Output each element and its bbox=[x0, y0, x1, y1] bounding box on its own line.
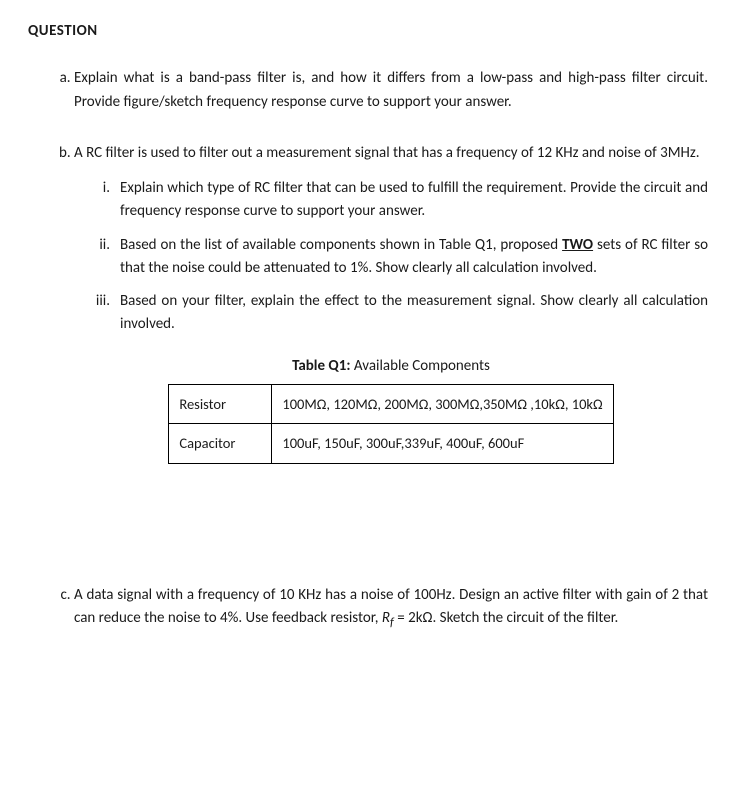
part-b-i: i. Explain which type of RC filter that … bbox=[74, 177, 708, 224]
roman-ii: ii. bbox=[74, 234, 110, 257]
part-c: A data signal with a frequency of 10 KHz… bbox=[74, 584, 708, 633]
capacitor-label: Capacitor bbox=[169, 424, 272, 463]
rf-symbol: R bbox=[382, 609, 390, 627]
part-b-iii-text: Based on your filter, explain the effect… bbox=[120, 292, 708, 333]
part-a-text: Explain what is a band-pass filter is, a… bbox=[74, 69, 708, 110]
part-a: Explain what is a band-pass filter is, a… bbox=[74, 67, 708, 114]
capacitor-values: 100uF, 150uF, 300uF,339uF, 400uF, 600uF bbox=[272, 424, 613, 463]
c-post: = 2kΩ. Sketch the circuit of the filter. bbox=[394, 609, 618, 627]
part-b-ii-text: Based on the list of available component… bbox=[120, 236, 708, 277]
table-caption-rest: Available Components bbox=[350, 357, 489, 375]
roman-iii: iii. bbox=[74, 290, 110, 313]
table-row: Capacitor 100uF, 150uF, 300uF,339uF, 400… bbox=[169, 424, 613, 463]
part-b-sublist: i. Explain which type of RC filter that … bbox=[74, 177, 708, 337]
resistor-label: Resistor bbox=[169, 384, 272, 423]
page-title: QUESTION bbox=[28, 20, 708, 43]
part-b-iii: iii. Based on your filter, explain the e… bbox=[74, 290, 708, 337]
b-ii-pre: Based on the list of available component… bbox=[120, 236, 562, 254]
roman-i: i. bbox=[74, 177, 110, 200]
part-b-intro: A RC filter is used to filter out a meas… bbox=[74, 142, 708, 165]
table-row: Resistor 100MΩ, 120MΩ, 200MΩ, 300MΩ,350M… bbox=[169, 384, 613, 423]
part-b-ii: ii. Based on the list of available compo… bbox=[74, 234, 708, 281]
components-table: Resistor 100MΩ, 120MΩ, 200MΩ, 300MΩ,350M… bbox=[168, 384, 613, 464]
part-b: A RC filter is used to filter out a meas… bbox=[74, 142, 708, 464]
table-caption-bold: Table Q1: bbox=[292, 357, 350, 375]
part-b-i-text: Explain which type of RC filter that can… bbox=[120, 179, 708, 220]
resistor-values: 100MΩ, 120MΩ, 200MΩ, 300MΩ,350MΩ ,10kΩ, … bbox=[272, 384, 613, 423]
part-c-text: A data signal with a frequency of 10 KHz… bbox=[74, 586, 708, 627]
two-emphasis: TWO bbox=[562, 236, 593, 254]
table-caption: Table Q1: Available Components bbox=[74, 355, 708, 378]
question-list: Explain what is a band-pass filter is, a… bbox=[28, 67, 708, 632]
